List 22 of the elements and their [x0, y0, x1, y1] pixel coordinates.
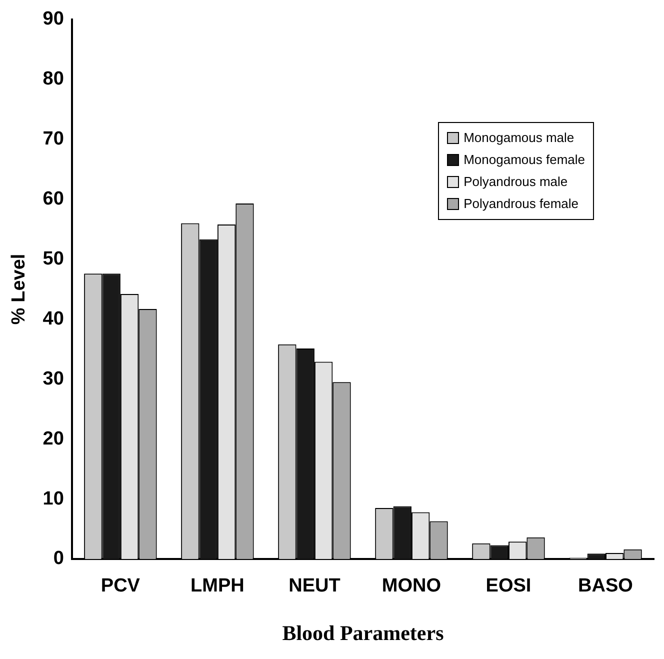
y-tick-label: 80: [42, 68, 64, 90]
x-tick-label: LMPH: [190, 576, 244, 597]
legend-label: Monogamous female: [464, 150, 585, 169]
y-tick-label: 40: [42, 308, 64, 330]
y-tick-label: 70: [42, 128, 64, 150]
y-tick-label: 20: [42, 428, 64, 450]
x-tick-label: BASO: [578, 576, 633, 597]
y-tick-label: 50: [42, 248, 64, 270]
y-tick-label: 90: [42, 8, 64, 30]
x-tick-label: PCV: [100, 576, 140, 597]
y-tick-label: 60: [42, 188, 64, 210]
y-tick-label: 30: [42, 368, 64, 390]
legend-label: Monogamous male: [464, 128, 574, 147]
y-tick-label: 10: [42, 488, 64, 510]
legend-label: Polyandrous female: [464, 194, 578, 213]
x-tick-label: EOSI: [486, 576, 532, 597]
legend-label: Polyandrous male: [464, 172, 568, 191]
y-axis-title: % Level: [8, 254, 30, 325]
x-tick-label: NEUT: [288, 576, 341, 597]
y-tick-label: 0: [53, 548, 64, 570]
x-tick-label: MONO: [382, 576, 442, 597]
x-axis-title: Blood Parameters: [282, 620, 444, 645]
